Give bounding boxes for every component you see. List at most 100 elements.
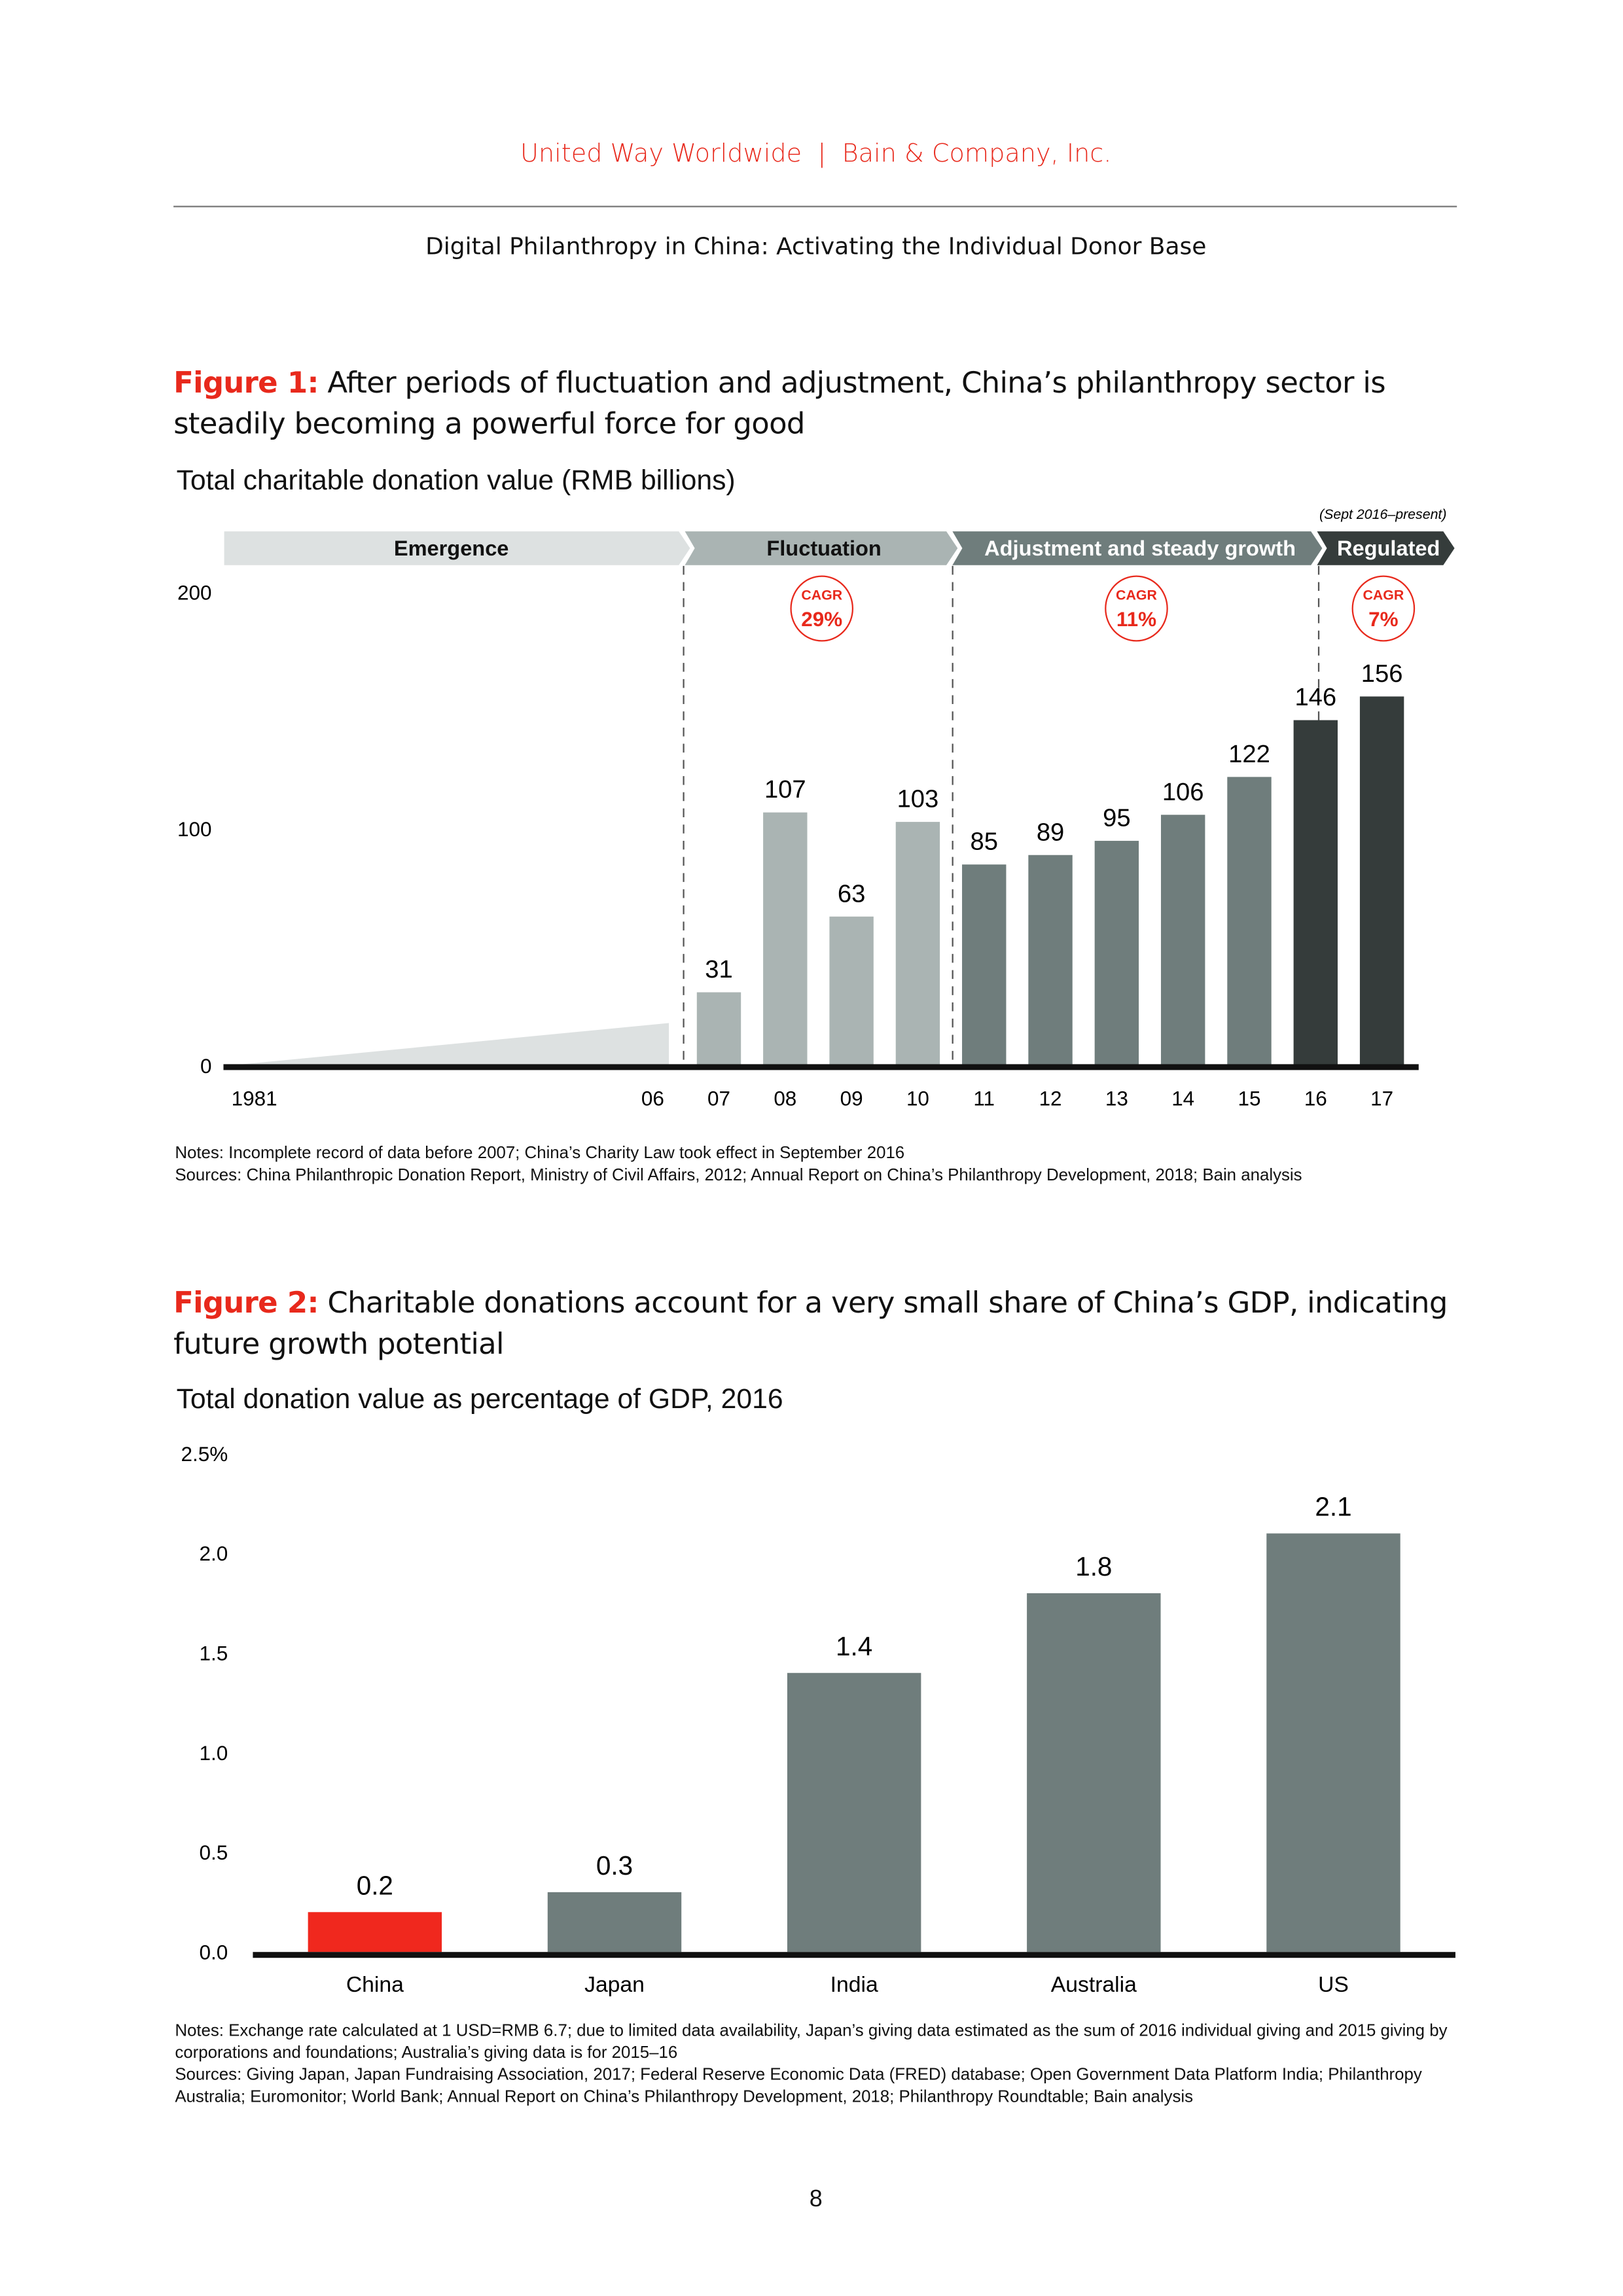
data-label: 1.4 (836, 1631, 872, 1661)
data-label: 146 (1294, 683, 1336, 711)
y-tick-label: 1.0 (199, 1742, 228, 1765)
x-tick-label: US (1318, 1973, 1349, 1997)
cagr-value: 29% (801, 608, 842, 631)
phase-label: Fluctuation (766, 537, 881, 560)
header-rule (173, 205, 1457, 207)
data-label: 1.8 (1075, 1551, 1112, 1581)
figure1-title: Figure 1: After periods of fluctuation a… (173, 362, 1467, 444)
data-label: 122 (1228, 740, 1270, 768)
bar-12 (1028, 855, 1073, 1066)
x-axis (253, 1952, 1455, 1958)
figure2-notes-text: Notes: Exchange rate calculated at 1 USD… (175, 2022, 1448, 2062)
data-label: 2.1 (1315, 1492, 1351, 1522)
bar-australia (1027, 1593, 1161, 1952)
cagr-label: CAGR (1363, 588, 1404, 603)
y-tick-label: 0.0 (199, 1941, 228, 1964)
data-label: 107 (764, 775, 806, 804)
cagr-label: CAGR (1116, 588, 1157, 603)
x-tick-label: Japan (584, 1973, 645, 1997)
data-label: 95 (1103, 804, 1130, 832)
x-tick-label: 07 (707, 1087, 730, 1110)
pre-2007-wedge (228, 1023, 669, 1066)
y-tick-label: 0 (200, 1055, 211, 1078)
phase-note: (Sept 2016–present) (1319, 506, 1446, 522)
bar-11 (962, 864, 1007, 1066)
y-tick-label: 2.0 (199, 1542, 228, 1565)
phase-label: Adjustment and steady growth (984, 537, 1296, 560)
running-header: United Way Worldwide | Bain & Company, I… (0, 139, 1623, 169)
phase-label: Regulated (1337, 537, 1440, 560)
figure1-sources: Sources: China Philanthropic Donation Re… (175, 1167, 1302, 1185)
phase-arrow-0 (223, 529, 692, 567)
cagr-badge (790, 575, 854, 642)
x-tick-label: Australia (1051, 1973, 1137, 1997)
bar-india (787, 1672, 921, 1952)
document-subtitle: Digital Philanthropy in China: Activatin… (425, 232, 1207, 260)
figure2-notes: Notes: Exchange rate calculated at 1 USD… (175, 2021, 1469, 2110)
x-tick-label: India (830, 1973, 878, 1997)
data-label: 89 (1037, 818, 1064, 846)
figure1-notes: Notes: Incomplete record of data before … (175, 1144, 1469, 1188)
chart1: 0 100 200 Emergence Fluctuation Adjustment an… (177, 506, 1457, 1110)
bar-09 (829, 916, 874, 1066)
x-tick-label: 16 (1304, 1087, 1327, 1110)
x-tick-label: 10 (906, 1087, 929, 1110)
x-tick-label: 13 (1105, 1087, 1128, 1110)
y-tick-label: 2.5% (181, 1443, 228, 1466)
chart2-title: Total donation value as percentage of GD… (176, 1385, 783, 1416)
data-label: 0.2 (357, 1870, 393, 1900)
x-tick-label: 09 (840, 1087, 863, 1110)
bar-13 (1094, 841, 1139, 1066)
cagr-label: CAGR (801, 588, 842, 603)
bar-17 (1359, 696, 1404, 1066)
page-number: 8 (809, 2187, 823, 2212)
figure2-title: Figure 2: Charitable donations account f… (173, 1282, 1467, 1364)
bar-08 (763, 812, 808, 1066)
data-label: 0.3 (596, 1850, 633, 1881)
phase-arrow-2 (950, 529, 1325, 567)
x-tick-label: 11 (973, 1087, 995, 1110)
y-tick-label: 1.5 (199, 1642, 228, 1665)
cagr-value: 11% (1116, 608, 1156, 631)
bar-15 (1227, 777, 1272, 1066)
figure1-caption: After periods of fluctuation and adjustm… (173, 364, 1386, 441)
header-company: Bain & Company, Inc. (842, 139, 1112, 169)
data-label: 106 (1162, 778, 1204, 806)
x-tick-label: China (346, 1973, 404, 1997)
y-tick-label: 200 (177, 582, 211, 605)
figure1-notes-text: Notes: Incomplete record of data before … (175, 1144, 905, 1163)
phase-arrow-3 (1314, 529, 1457, 567)
x-tick-label: 06 (641, 1087, 664, 1110)
cagr-value: 7% (1368, 608, 1398, 631)
x-tick-label: 14 (1171, 1087, 1194, 1110)
x-tick-label: 17 (1370, 1087, 1393, 1110)
bar-16 (1293, 720, 1338, 1066)
bar-us (1266, 1533, 1400, 1952)
data-label: 156 (1361, 660, 1403, 688)
header-separator: | (817, 139, 827, 169)
figure2-label: Figure 2: (173, 1284, 319, 1320)
figure1-label: Figure 1: (173, 364, 319, 400)
bar-14 (1160, 815, 1205, 1066)
y-tick-label: 100 (177, 818, 211, 841)
x-tick-label: 15 (1238, 1087, 1261, 1110)
data-label: 85 (971, 828, 998, 856)
data-label: 103 (897, 785, 939, 813)
cagr-badge (1105, 575, 1168, 642)
header-org: United Way Worldwide (520, 139, 802, 169)
bar-japan (547, 1892, 682, 1952)
x-axis (223, 1064, 1419, 1070)
x-tick-label: 1981 (232, 1087, 277, 1110)
phase-label: Emergence (394, 537, 509, 560)
bar-07 (696, 992, 741, 1066)
bar-10 (895, 822, 940, 1066)
x-tick-label: 08 (774, 1087, 796, 1110)
cagr-badge (1351, 575, 1416, 642)
data-label: 31 (705, 955, 732, 983)
chart2: 0.0 0.5 1.0 1.5 2.0 2.5% 0.2 China 0.3 Japan 1.4 In… (181, 1443, 1455, 1997)
data-label: 63 (838, 879, 865, 908)
chart1-title: Total charitable donation value (RMB bil… (176, 466, 736, 497)
phase-arrow-1 (682, 529, 960, 567)
figure2-caption: Charitable donations account for a very … (173, 1284, 1448, 1362)
